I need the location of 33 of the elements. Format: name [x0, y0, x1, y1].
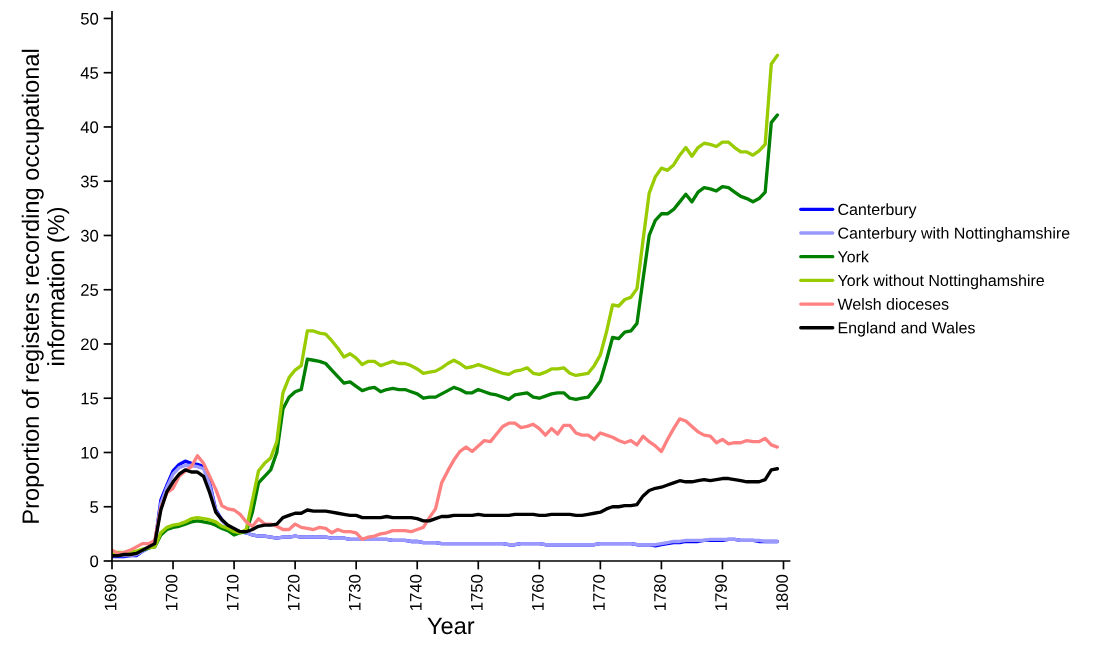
legend-label: Welsh dioceses	[837, 298, 949, 310]
y-tick-label: 35	[80, 175, 99, 188]
y-tick-label: 0	[90, 555, 99, 568]
y-tick-label: 50	[80, 12, 99, 25]
y-tick-label: 25	[81, 284, 99, 296]
x-tick-label: 1750	[470, 574, 483, 610]
x-tick-label: 1800	[776, 574, 788, 610]
line-series	[112, 417, 780, 556]
x-tick-label: 1740	[409, 574, 422, 610]
x-tick-label: 1700	[165, 574, 178, 610]
legend-label: York	[837, 250, 869, 263]
y-tick-label: 40	[80, 121, 99, 134]
y-axis-title: Proportion of registers recording occupational information (%)	[21, 49, 70, 523]
legend-label: Canterbury	[838, 203, 917, 219]
x-tick-label: 1730	[348, 574, 361, 610]
legend-label: York without Nottinghamshire	[837, 274, 1044, 290]
x-axis-title: Year	[427, 617, 475, 635]
line-series	[112, 53, 780, 554]
x-tick-label: 1780	[654, 574, 666, 610]
x-tick-label: 1710	[226, 574, 239, 610]
x-tick-label: 1790	[715, 574, 727, 610]
y-tick-label: 10	[81, 446, 99, 459]
legend-label: England and Wales	[838, 321, 975, 337]
x-tick-label: 1720	[287, 574, 300, 610]
y-tick-label: 20	[81, 338, 99, 351]
x-tick-label: 1760	[531, 574, 544, 610]
legend-label: Canterbury with Nottinghamshire	[838, 227, 1070, 242]
y-tick-label: 45	[80, 67, 99, 79]
x-tick-label: 1770	[593, 574, 605, 610]
x-tick-label: 1690	[104, 574, 117, 610]
y-tick-label: 30	[80, 229, 99, 242]
y-tick-label: 5	[90, 501, 99, 513]
y-tick-label: 15	[81, 392, 99, 405]
